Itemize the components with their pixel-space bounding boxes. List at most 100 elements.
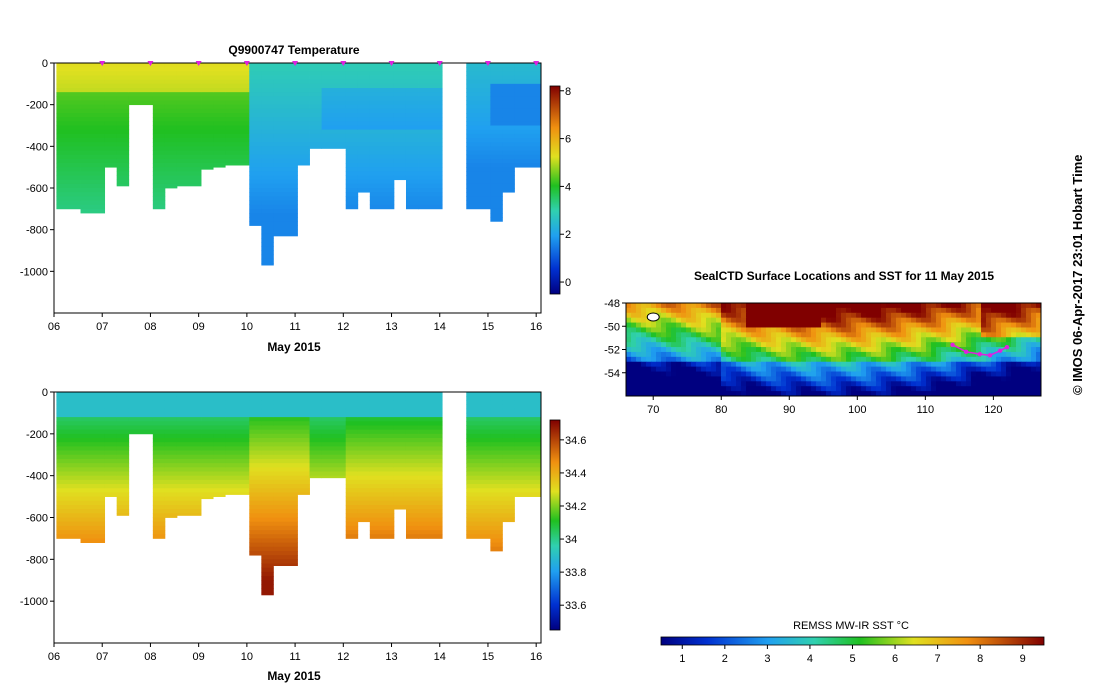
sst-cell bbox=[976, 303, 982, 309]
island-shape bbox=[646, 312, 660, 322]
section-cell bbox=[345, 121, 359, 126]
sst-cell bbox=[1026, 322, 1032, 328]
sst-cell bbox=[966, 351, 972, 358]
section-cell bbox=[369, 488, 395, 493]
section-cell bbox=[152, 429, 166, 435]
section-cell bbox=[104, 458, 118, 464]
section-cell bbox=[418, 484, 443, 489]
section-cell bbox=[405, 421, 419, 426]
sst-cell bbox=[806, 376, 812, 382]
sst-cell bbox=[881, 312, 887, 319]
sst-cell bbox=[896, 337, 902, 343]
section-cell bbox=[261, 484, 274, 489]
sst-cell bbox=[996, 386, 1002, 392]
section-cell bbox=[104, 396, 118, 401]
sst-cell bbox=[936, 386, 942, 392]
sst-cell bbox=[1011, 381, 1017, 387]
sst-cell bbox=[656, 361, 662, 368]
sst-cell bbox=[641, 303, 647, 309]
sst-cell bbox=[831, 386, 837, 392]
section-cell bbox=[514, 400, 542, 405]
section-cell bbox=[309, 138, 323, 143]
sst-cell bbox=[1016, 327, 1022, 333]
sst-cell bbox=[851, 347, 857, 353]
section-cell bbox=[249, 408, 262, 414]
section-cell bbox=[357, 467, 371, 472]
sst-cell bbox=[986, 332, 992, 338]
section-cell bbox=[104, 150, 118, 156]
section-cell bbox=[405, 75, 419, 81]
section-cell bbox=[116, 425, 130, 431]
sst-cell bbox=[991, 317, 997, 324]
section-cell bbox=[261, 142, 274, 147]
section-cell bbox=[514, 488, 542, 493]
section-cell bbox=[116, 496, 130, 502]
section-cell bbox=[201, 475, 214, 481]
section-cell bbox=[466, 204, 491, 210]
section-cell bbox=[116, 463, 130, 468]
section-cell bbox=[261, 417, 274, 422]
sst-cell bbox=[876, 386, 882, 392]
section-cell bbox=[56, 92, 81, 97]
sst-cell bbox=[676, 376, 682, 382]
sst-cell bbox=[931, 312, 937, 319]
sst-cell bbox=[861, 361, 867, 368]
sst-cell bbox=[1031, 356, 1037, 363]
sst-cell bbox=[641, 332, 647, 338]
sst-cell bbox=[916, 327, 922, 333]
section-cell bbox=[261, 233, 274, 239]
sst-cell bbox=[796, 337, 802, 343]
lon-tick-label: 90 bbox=[783, 404, 795, 416]
section-cell bbox=[104, 463, 118, 468]
sst-cell bbox=[896, 347, 902, 353]
section-cell bbox=[164, 421, 178, 426]
section-cell bbox=[490, 163, 503, 168]
section-cell bbox=[80, 484, 106, 489]
surface-marker bbox=[195, 61, 202, 66]
sst-cell bbox=[926, 386, 932, 392]
sst-cell bbox=[1031, 332, 1037, 338]
section-cell bbox=[490, 404, 503, 410]
y-tick-label: -1000 bbox=[20, 596, 48, 608]
section-cell bbox=[357, 63, 371, 68]
sst-cell bbox=[1021, 391, 1027, 397]
section-cell bbox=[152, 417, 166, 422]
sst-cell bbox=[756, 317, 762, 324]
section-cell bbox=[297, 88, 310, 93]
section-cell bbox=[273, 138, 298, 143]
sst-cell bbox=[701, 332, 707, 338]
sst-cell bbox=[756, 381, 762, 387]
section-cell bbox=[176, 121, 202, 126]
sst-cell bbox=[656, 342, 662, 348]
section-cell bbox=[56, 458, 81, 464]
section-cell bbox=[405, 479, 419, 485]
section-cell bbox=[273, 488, 298, 493]
sst-cell bbox=[766, 371, 772, 377]
section-cell bbox=[56, 530, 81, 535]
sst-cell bbox=[881, 356, 887, 363]
sst-cell bbox=[921, 317, 927, 324]
sst-cell bbox=[951, 376, 957, 382]
section-cell bbox=[369, 404, 395, 410]
section-cell bbox=[152, 138, 166, 143]
sst-cell bbox=[736, 307, 742, 314]
sst-cell bbox=[656, 347, 662, 353]
sst-cell bbox=[721, 332, 727, 338]
section-cell bbox=[418, 429, 443, 435]
section-cell bbox=[116, 492, 130, 497]
sst-cell bbox=[651, 361, 657, 368]
sst-cell bbox=[836, 351, 842, 358]
sst-cell bbox=[756, 332, 762, 338]
sst-cell bbox=[946, 366, 952, 373]
section-cell bbox=[249, 204, 262, 210]
section-cell bbox=[297, 96, 310, 101]
sst-cell bbox=[746, 322, 752, 328]
section-cell bbox=[309, 446, 323, 451]
sst-cell bbox=[751, 327, 757, 333]
sst-cell bbox=[891, 371, 897, 377]
section-cell bbox=[273, 221, 298, 226]
sst-cell bbox=[941, 322, 947, 328]
section-cell bbox=[213, 100, 226, 106]
section-cell bbox=[261, 400, 274, 405]
sst-cell bbox=[836, 361, 842, 368]
